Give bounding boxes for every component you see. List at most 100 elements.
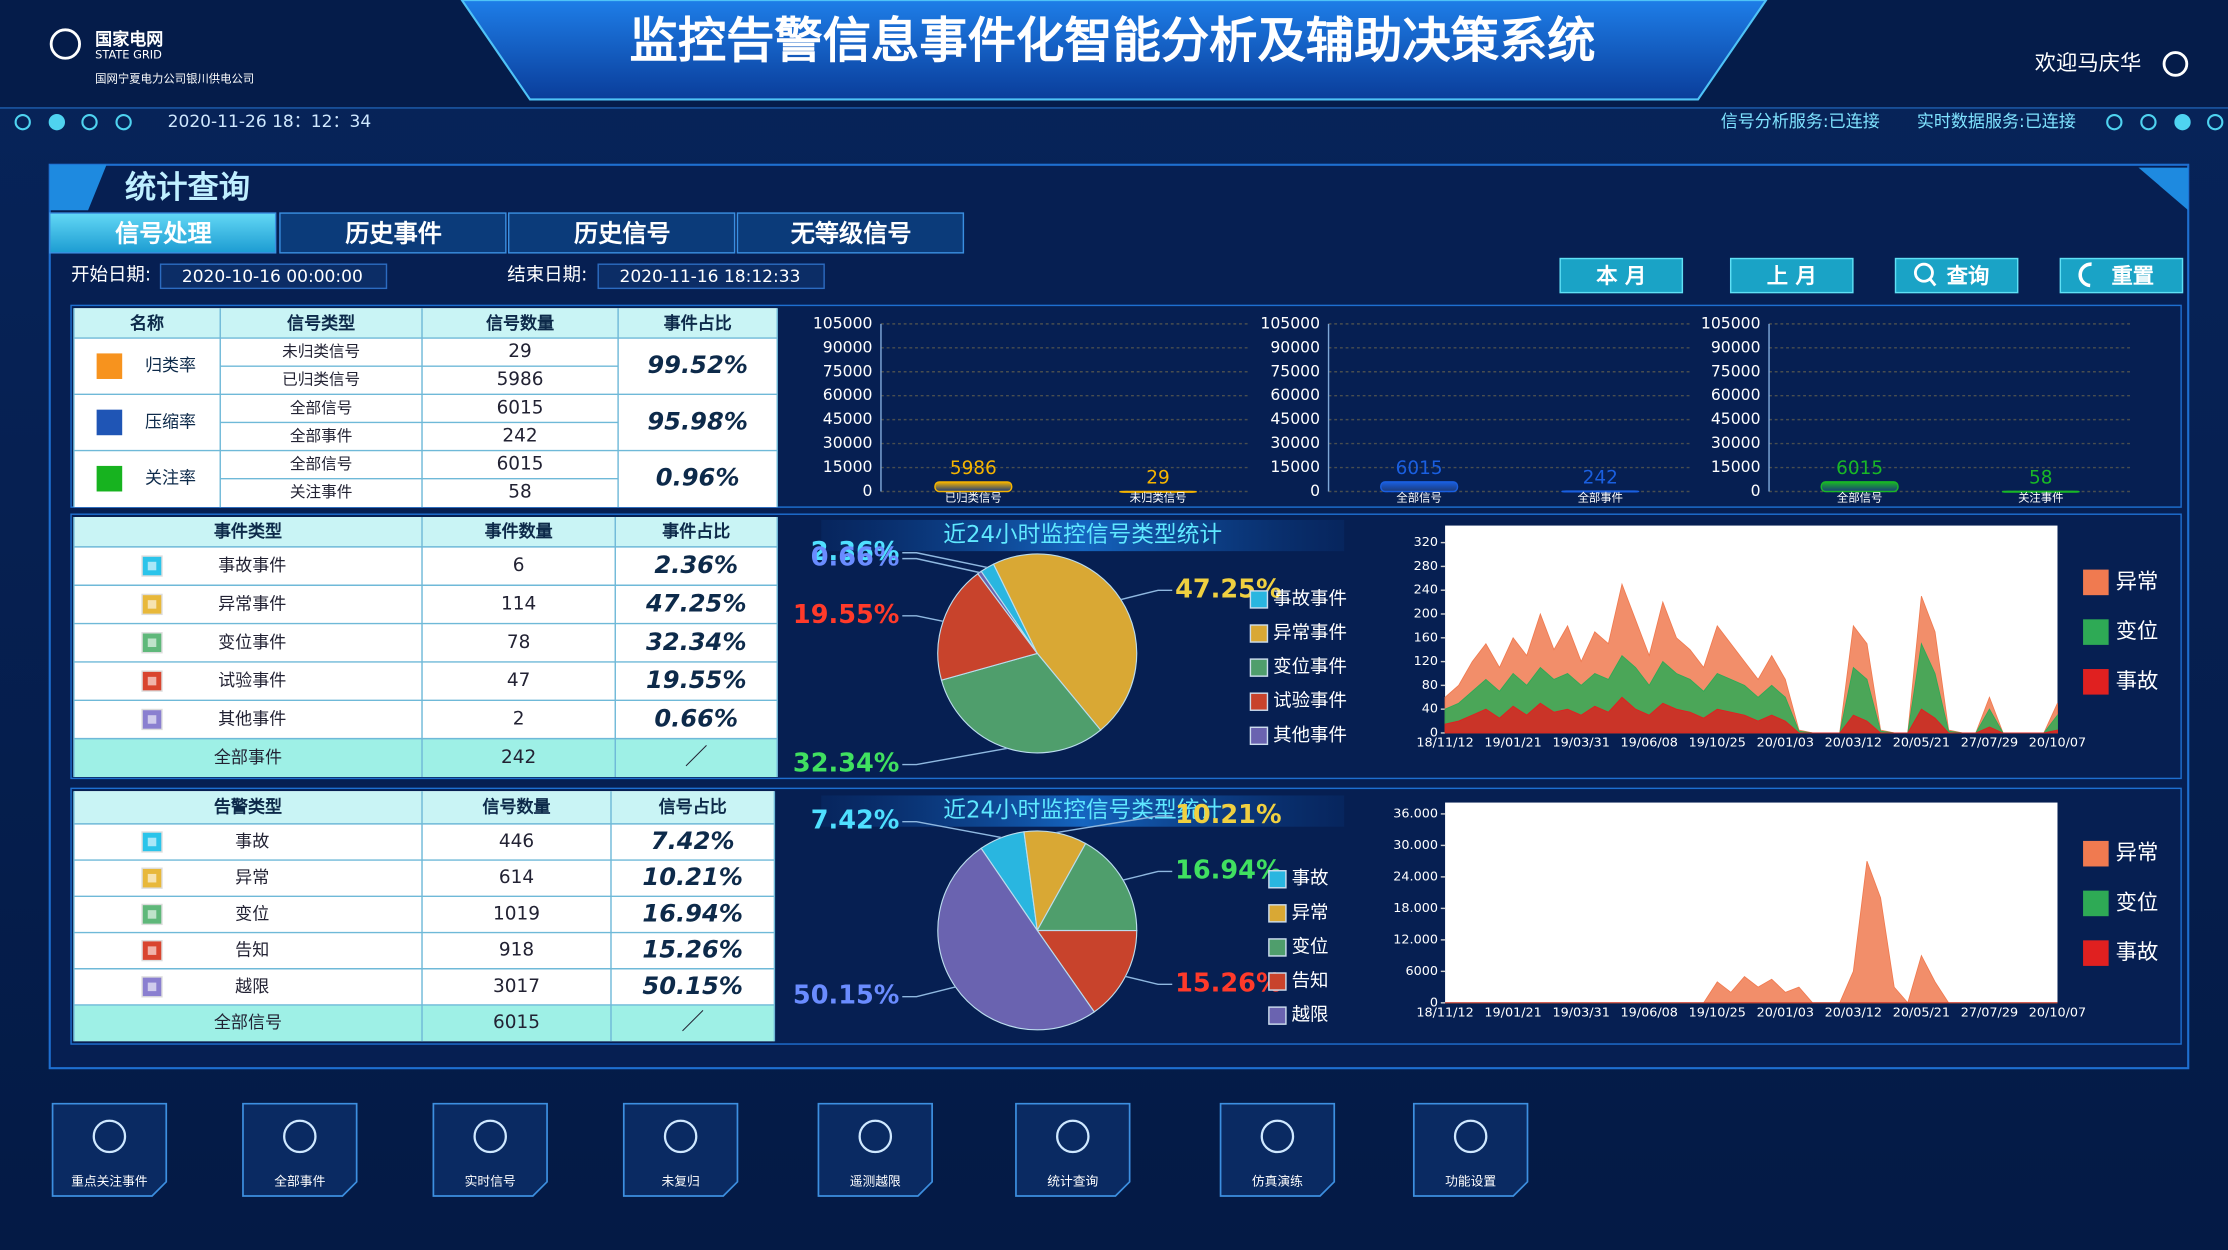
value-label: 58 (2029, 468, 2052, 489)
group-name: 关注率 (145, 469, 196, 489)
x-tick-label: 19/03/31 (1552, 1005, 1609, 1020)
button[interactable] (1559, 257, 1684, 294)
type-icon-core (147, 676, 157, 686)
value-label: 19.55% (793, 600, 900, 630)
total-ratio: ／ (681, 1010, 704, 1036)
legend-swatch (1268, 972, 1287, 991)
button-label: 查询 (1947, 263, 1990, 289)
ratio: 50.15% (642, 972, 743, 1000)
welcome[interactable]: 欢迎马庆华 (2035, 51, 2142, 76)
plot-area (1445, 802, 2058, 1003)
pie-slice (937, 572, 1039, 681)
x-tick-label: 20/05/21 (1893, 1005, 1950, 1020)
count: 918 (499, 940, 534, 961)
y-tick-label: 60000 (1711, 386, 1761, 404)
legend-label: 其他事件 (1273, 725, 1347, 746)
value-label: 6015 (1836, 458, 1883, 479)
y-tick-label: 120 (1414, 654, 1438, 669)
tab-label: 历史事件 (345, 219, 442, 247)
count: 6 (513, 555, 525, 576)
column-header: 信号类型 (287, 313, 355, 334)
signal-count: 29 (508, 341, 531, 362)
total-name: 全部事件 (214, 748, 282, 768)
table-header (73, 791, 775, 824)
x-tick-label: 20/10/07 (2029, 735, 2086, 750)
ratio: 0.96% (656, 464, 740, 492)
signal-count: 5986 (497, 369, 544, 390)
column-header: 事件占比 (664, 313, 732, 334)
nav-button[interactable] (1219, 1102, 1336, 1197)
nav-button[interactable] (242, 1102, 358, 1197)
bar (1820, 481, 1899, 493)
column-header: 信号数量 (486, 313, 554, 334)
nav-button[interactable] (432, 1102, 548, 1197)
tab[interactable] (507, 212, 736, 254)
type-name: 事故 (235, 832, 269, 852)
signal-count: 242 (502, 426, 537, 447)
bar (934, 481, 1013, 493)
x-tick-label: 20/03/12 (1825, 735, 1882, 750)
y-tick-label: 15000 (1270, 458, 1320, 476)
nav-icon (1056, 1119, 1090, 1154)
end-input[interactable] (597, 263, 825, 290)
x-tick-label: 18/11/12 (1416, 1005, 1473, 1020)
nav-label: 统计查询 (1047, 1174, 1098, 1189)
type-icon-core (147, 946, 157, 955)
leader-line (1122, 870, 1173, 881)
leader-line (902, 820, 1002, 839)
signal-count: 58 (508, 482, 531, 503)
nav-label: 重点关注事件 (71, 1173, 148, 1189)
nav-button[interactable] (1015, 1102, 1131, 1197)
power-button[interactable] (2162, 51, 2189, 77)
legend-swatch (1268, 938, 1287, 957)
service-status: 信号分析服务:已连接 (1721, 112, 1880, 132)
ratio: 99.52% (647, 351, 748, 379)
panel-corner (49, 164, 107, 211)
nav-button[interactable] (51, 1102, 168, 1197)
y-tick-label: 15000 (1711, 458, 1761, 476)
type-icon-core (147, 982, 157, 992)
x-tick-label: 20/01/03 (1757, 1005, 1814, 1020)
type-icon-core (147, 638, 157, 648)
legend-swatch (1268, 870, 1287, 889)
bar (2001, 490, 2080, 493)
ratio: 16.94% (642, 899, 743, 927)
y-tick-label: 60000 (1270, 386, 1320, 404)
legend-swatch (2083, 840, 2109, 867)
value-label: 50.15% (793, 981, 900, 1011)
legend-label: 告知 (1292, 971, 1329, 992)
nav-button[interactable] (622, 1102, 739, 1197)
nav-button[interactable] (1412, 1102, 1529, 1197)
value-label: 242 (1583, 467, 1618, 488)
y-tick-label: 160 (1414, 630, 1438, 645)
legend-label: 事故 (2116, 669, 2159, 694)
status-dots (14, 113, 2224, 131)
button[interactable] (1729, 257, 1854, 294)
legend-label: 异常 (2116, 569, 2159, 594)
section-box (70, 304, 2182, 508)
legend-label: 试验事件 (1273, 691, 1347, 712)
x-tick-label: 20/01/03 (1757, 735, 1814, 750)
nav-button[interactable] (817, 1102, 933, 1197)
type-name: 其他事件 (218, 709, 286, 729)
start-input[interactable] (159, 263, 388, 290)
reset-icon (2078, 262, 2092, 288)
tab[interactable] (49, 212, 277, 254)
y-tick-label: 105000 (1260, 314, 1320, 332)
ratio: 10.21% (642, 863, 743, 891)
tab[interactable] (279, 212, 507, 254)
nav-icon (1453, 1119, 1488, 1154)
nav-label: 功能设置 (1445, 1174, 1496, 1189)
ratio: 47.25% (645, 589, 747, 617)
legend-label: 异常事件 (1273, 623, 1347, 644)
button-label: 上 月 (1767, 264, 1817, 289)
color-chip (96, 465, 123, 492)
tab[interactable] (736, 212, 965, 254)
x-tick-label: 未归类信号 (1130, 491, 1187, 505)
x-tick-label: 19/10/25 (1689, 735, 1746, 750)
y-tick-label: 0 (1430, 725, 1438, 740)
count: 446 (499, 831, 534, 852)
legend-label: 变位 (1292, 936, 1329, 957)
y-tick-label: 30000 (823, 434, 873, 452)
x-tick-label: 19/10/25 (1689, 1005, 1746, 1020)
